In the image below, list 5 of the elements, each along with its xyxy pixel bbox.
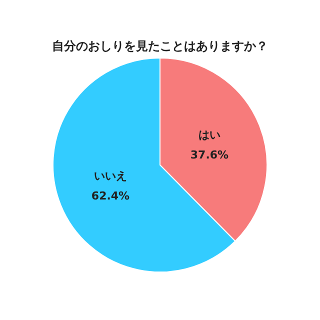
chart-title: 自分のおしりを見たことはありますか？ [52, 39, 268, 53]
slice-label: はい [198, 128, 220, 142]
data-label: 62.4% [91, 189, 130, 202]
slice-label: いいえ [94, 169, 128, 182]
data-label: 37.6% [190, 148, 229, 162]
